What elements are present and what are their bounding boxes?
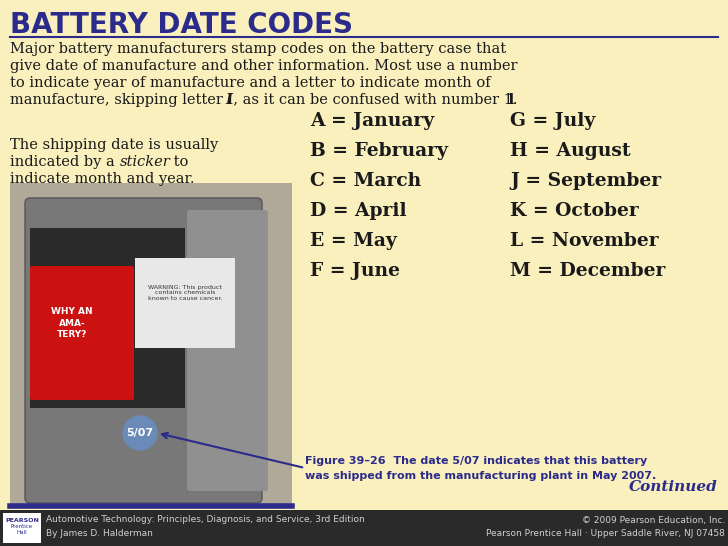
Text: Continued: Continued bbox=[629, 480, 718, 494]
Text: H = August: H = August bbox=[510, 142, 630, 160]
Text: 5/07: 5/07 bbox=[127, 428, 154, 438]
Text: J = September: J = September bbox=[510, 172, 661, 190]
Bar bbox=[30, 228, 185, 408]
Text: B = February: B = February bbox=[310, 142, 448, 160]
FancyBboxPatch shape bbox=[187, 210, 268, 491]
Text: PEARSON: PEARSON bbox=[5, 518, 39, 523]
Text: C = March: C = March bbox=[310, 172, 422, 190]
Text: WARNING: This product
contains chemicals
known to cause cancer.: WARNING: This product contains chemicals… bbox=[148, 284, 222, 301]
FancyBboxPatch shape bbox=[30, 266, 134, 400]
Text: give date of manufacture and other information. Most use a number: give date of manufacture and other infor… bbox=[10, 59, 518, 73]
Text: E = May: E = May bbox=[310, 232, 397, 250]
Text: to: to bbox=[169, 155, 189, 169]
Text: L = November: L = November bbox=[510, 232, 659, 250]
Text: Prentice: Prentice bbox=[11, 525, 33, 530]
Text: © 2009 Pearson Education, Inc.: © 2009 Pearson Education, Inc. bbox=[582, 515, 725, 525]
Text: Figure 39–26  The date 5/07 indicates that this battery: Figure 39–26 The date 5/07 indicates tha… bbox=[305, 456, 647, 466]
Text: WHY AN
AMA-
TERY?: WHY AN AMA- TERY? bbox=[51, 307, 92, 339]
Text: Major battery manufacturers stamp codes on the battery case that: Major battery manufacturers stamp codes … bbox=[10, 42, 506, 56]
Text: The shipping date is usually: The shipping date is usually bbox=[10, 138, 218, 152]
Text: F = June: F = June bbox=[310, 262, 400, 280]
Bar bbox=[10, 183, 292, 508]
Text: BATTERY DATE CODES: BATTERY DATE CODES bbox=[10, 11, 353, 39]
Text: Automotive Technology: Principles, Diagnosis, and Service, 3rd Edition: Automotive Technology: Principles, Diagn… bbox=[46, 515, 365, 525]
Text: I: I bbox=[225, 93, 232, 107]
Circle shape bbox=[123, 416, 157, 450]
Text: D = April: D = April bbox=[310, 202, 407, 220]
Bar bbox=[3, 513, 41, 543]
Text: M = December: M = December bbox=[510, 262, 665, 280]
Text: K = October: K = October bbox=[510, 202, 638, 220]
Text: G = July: G = July bbox=[510, 112, 596, 130]
Text: Pearson Prentice Hall · Upper Saddle River, NJ 07458: Pearson Prentice Hall · Upper Saddle Riv… bbox=[486, 529, 725, 537]
Text: sticker: sticker bbox=[120, 155, 171, 169]
Text: indicate month and year.: indicate month and year. bbox=[10, 172, 194, 186]
Text: manufacture, skipping letter I, as it can be confused with number 1.: manufacture, skipping letter I, as it ca… bbox=[10, 93, 518, 107]
Text: Hall: Hall bbox=[17, 531, 28, 536]
Text: was shipped from the manufacturing plant in May 2007.: was shipped from the manufacturing plant… bbox=[305, 471, 656, 481]
Text: to indicate year of manufacture and a letter to indicate month of: to indicate year of manufacture and a le… bbox=[10, 76, 491, 90]
Text: A = January: A = January bbox=[310, 112, 434, 130]
Text: By James D. Halderman: By James D. Halderman bbox=[46, 529, 153, 537]
Bar bbox=[135, 258, 235, 348]
Text: 1: 1 bbox=[505, 93, 515, 107]
Text: indicated by a: indicated by a bbox=[10, 155, 119, 169]
Bar bbox=[0, 510, 728, 546]
FancyBboxPatch shape bbox=[25, 198, 262, 503]
